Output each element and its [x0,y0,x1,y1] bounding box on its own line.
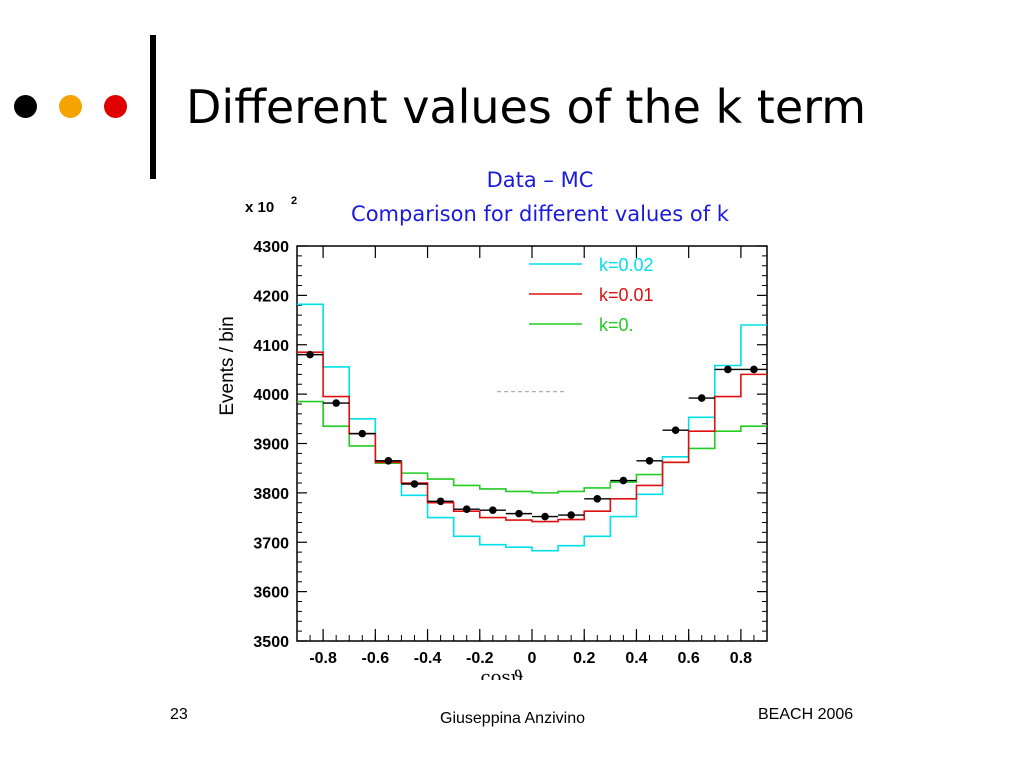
slide-title: Different values of the k term [186,80,867,134]
chart-subtitle-line2: Comparison for different values of k [351,202,729,226]
y-tick-label: 4000 [253,387,289,404]
series-k=0.01-histogram [297,351,767,523]
x-tick-label: 0.6 [678,650,700,667]
y-multiplier-label: x 10 [245,199,274,216]
data-point [593,495,602,503]
y-tick-label: 4100 [253,338,289,355]
x-tick-label: -0.4 [414,650,442,667]
x-tick-label: 0.4 [625,650,647,667]
data-point [384,456,393,465]
x-tick-label: -0.6 [362,650,390,667]
plot-frame [296,245,768,642]
footer-author: Giuseppina Anzivino [440,710,585,727]
legend-label-k=0.01: k=0.01 [599,285,654,305]
data-point [436,497,445,506]
y-tick-label: 4300 [253,239,289,256]
x-axis-label: cosϑ [480,667,523,680]
title-divider [150,35,156,179]
x-tick-label: -0.2 [466,650,494,667]
legend-label-k=0.02: k=0.02 [599,255,654,275]
data-point [358,429,367,438]
bullet-dot-black [14,95,37,118]
data-point [724,365,732,374]
footer-event: BEACH 2006 [758,706,854,723]
data-point [306,350,314,359]
x-tick-label: 0 [528,650,537,667]
y-axis-label: Events / bin [217,316,238,415]
data-point [645,456,654,465]
bullet-dot-orange [59,95,82,118]
x-tick-label: 0.2 [573,650,595,667]
bullet-dot-red [104,95,127,118]
chart-subtitle-line1: Data – MC [486,168,594,192]
x-tick-label: 0.8 [730,650,752,667]
page-number: 23 [170,706,188,723]
data-point [541,512,549,521]
y-tick-label: 3800 [253,486,289,503]
histogram-chart: 3500 3600 3700 3800 3900 4000 4100 4200 4300 -0.8… [217,195,768,680]
data-point [332,399,340,407]
data-point [567,511,575,519]
y-tick-label: 3500 [253,634,289,651]
legend-label-k=0.: k=0. [599,315,634,335]
y-tick-label: 3900 [253,437,289,454]
data-point [671,426,680,434]
y-tick-label: 3600 [253,585,289,602]
data-point [750,365,758,374]
y-tick-label: 4200 [253,288,289,305]
data-point [410,480,419,488]
y-tick-label: 3700 [253,535,289,552]
y-multiplier-exponent: 2 [291,195,297,207]
series-k=0.-histogram [297,400,767,494]
data-point [515,509,523,518]
data-point [489,506,497,514]
x-tick-label: -0.8 [309,650,337,667]
data-point [462,505,471,513]
data-point [697,394,706,402]
data-point [619,476,628,485]
